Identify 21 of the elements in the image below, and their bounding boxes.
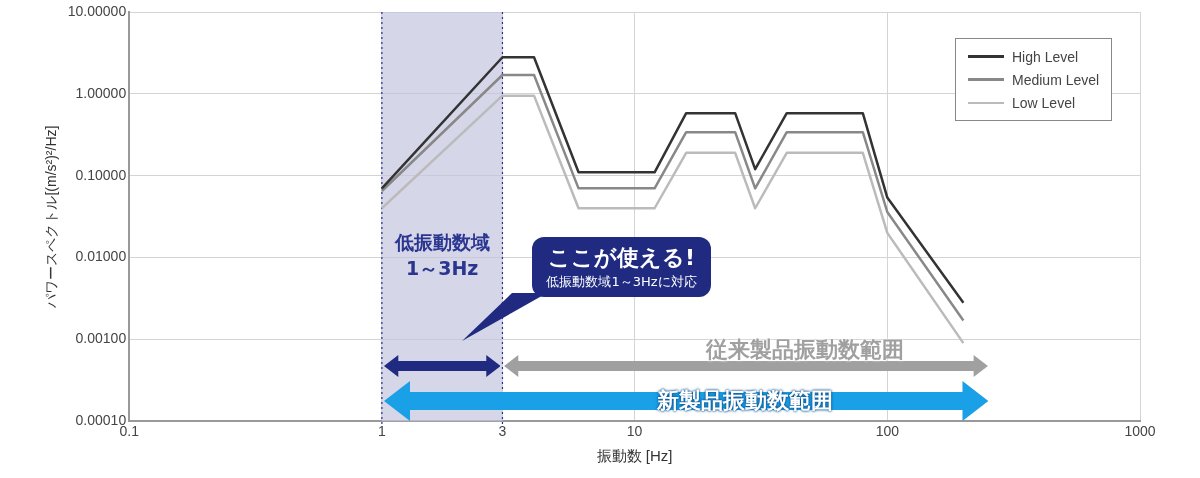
legend-label: Low Level [1012,94,1076,111]
x-tick-label: 3 [498,423,507,440]
annotation: 新製品振動数範囲 [657,386,834,415]
x-axis-title: 振動数 [Hz] [596,447,673,465]
y-tick-label: 1.00000 [75,84,127,101]
annotation: ここが使える! [547,244,697,273]
annotation: 従来製品振動数範囲 [706,335,905,364]
x-tick-label: 1 [378,423,386,440]
x-tick-label: 100 [875,423,900,440]
x-tick-label: 10 [626,423,643,440]
y-axis-title: パワースペクトル[(m/s²)²/Hz] [43,125,60,309]
x-tick-label: 1000 [1124,423,1156,440]
annotation: 低振動数域1～3Hzに対応 [546,273,697,292]
y-tick-label: 0.00100 [75,330,127,347]
legend-label: High Level [1012,48,1079,65]
speech-bubble: ここが使える! 低振動数域1～3Hzに対応 [532,237,711,298]
band-label: 低振動数域 1～3Hz [393,231,490,280]
legend-label: Medium Level [1012,71,1100,88]
y-tick-label: 0.01000 [75,248,127,265]
y-tick-label: 0.10000 [75,166,127,183]
y-tick-label: 10.00000 [67,2,127,19]
